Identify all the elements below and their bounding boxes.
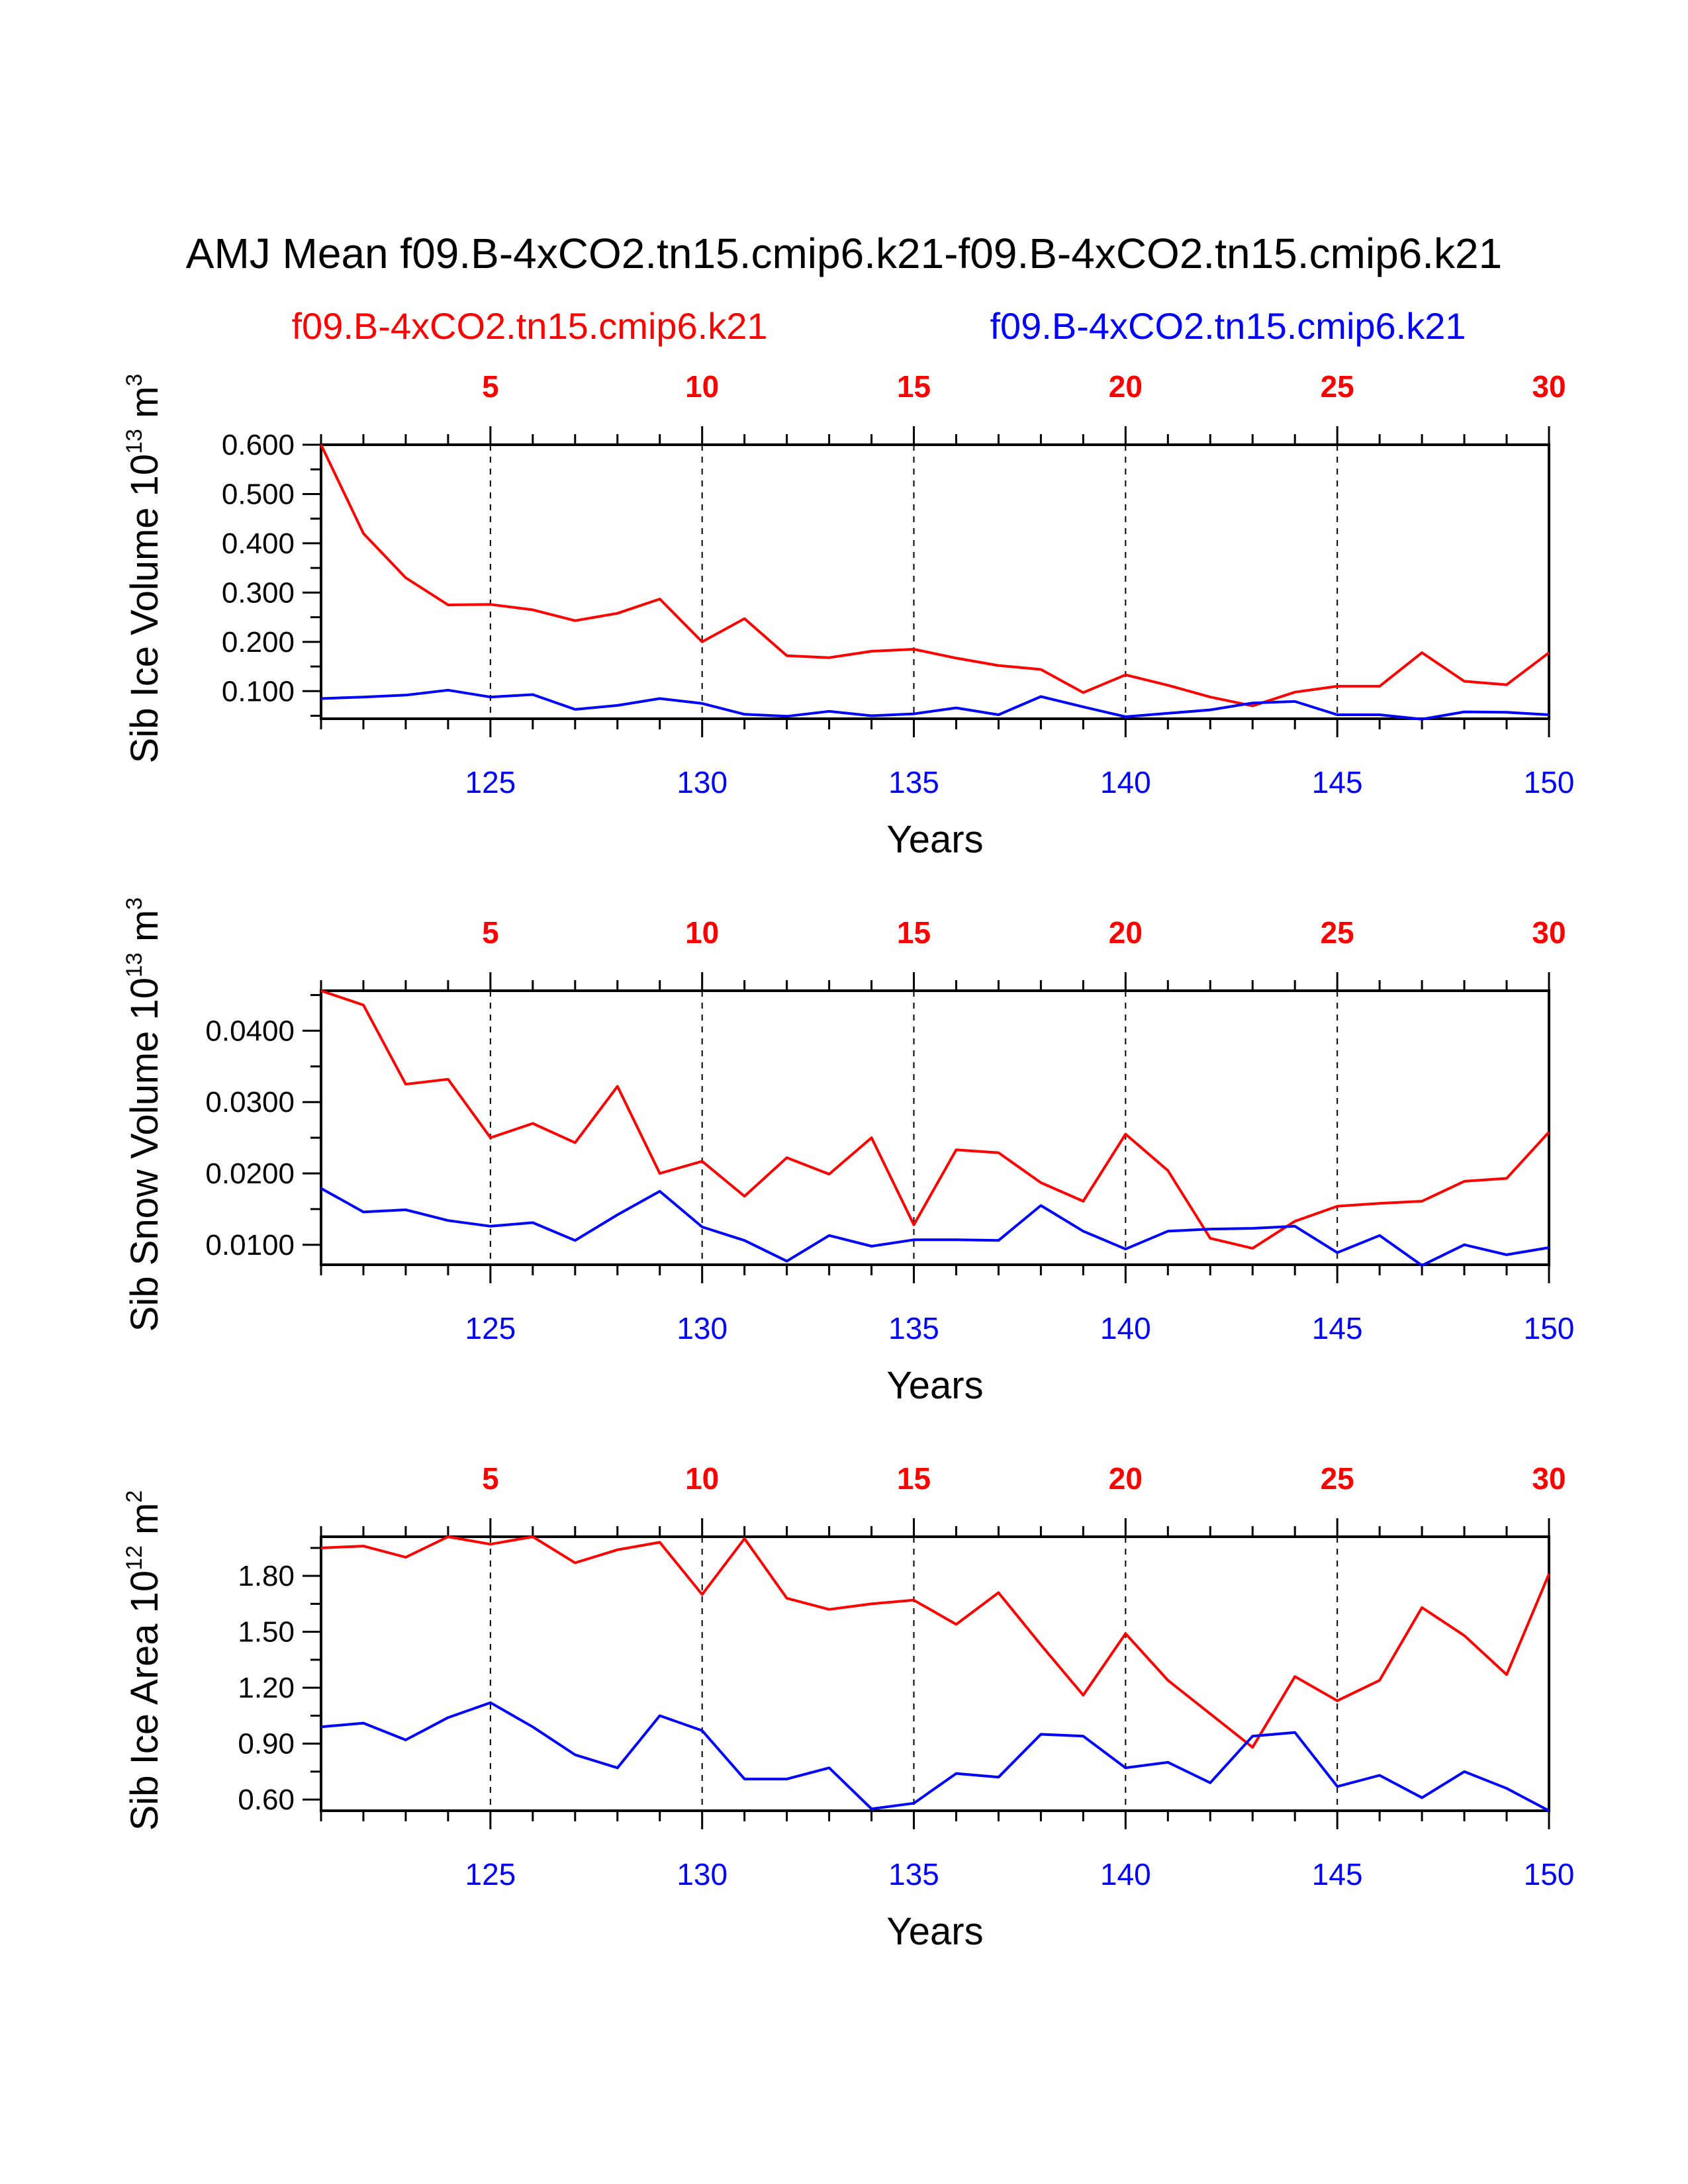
y-tick-label: 1.50 [238,1616,295,1649]
x-bottom-tick-label: 150 [1524,1857,1575,1891]
x-top-tick-label: 30 [1532,1461,1566,1496]
x-top-tick-label: 25 [1321,915,1354,950]
x-axis-label: Years [886,818,983,861]
x-bottom-tick-label: 145 [1312,1857,1363,1891]
x-top-tick-label: 15 [897,1461,931,1496]
x-top-tick-label: 15 [897,369,931,404]
y-tick-label: 0.0400 [205,1015,295,1047]
x-bottom-tick-label: 130 [677,1857,727,1891]
x-bottom-tick-label: 145 [1312,765,1363,799]
x-top-tick-label: 30 [1532,369,1566,404]
x-top-tick-label: 10 [685,369,719,404]
x-top-tick-label: 10 [685,915,719,950]
y-tick-label: 0.400 [222,527,295,560]
y-axis-label: Sib Snow Volume 1013 m3 [122,897,166,1332]
y-tick-label: 0.90 [238,1728,295,1760]
x-bottom-tick-label: 135 [888,765,939,799]
x-bottom-tick-label: 125 [465,1311,516,1345]
legend-series-b: f09.B-4xCO2.tn15.cmip6.k21 [990,305,1466,347]
plot-frame [320,989,1550,1266]
x-bottom-tick-label: 140 [1100,1311,1151,1345]
x-top-tick-label: 20 [1109,915,1143,950]
legend-series-a: f09.B-4xCO2.tn15.cmip6.k21 [291,305,767,347]
y-tick-label: 0.500 [222,478,295,510]
y-tick-label: 0.0200 [205,1158,295,1190]
x-top-tick-label: 20 [1109,1461,1143,1496]
y-tick-label: 1.80 [238,1560,295,1592]
series-line-red [320,989,1550,1250]
y-axis-label: Sib Ice Area 1012 m2 [122,1490,166,1831]
x-bottom-tick-label: 135 [888,1857,939,1891]
x-top-tick-label: 5 [482,369,499,404]
x-top-tick-label: 15 [897,915,931,950]
x-top-tick-label: 30 [1532,915,1566,950]
series-line-red [320,444,1550,707]
series-line-blue [320,1187,1550,1267]
y-tick-label: 1.20 [238,1672,295,1704]
x-top-tick-label: 20 [1109,369,1143,404]
series-line-blue [320,688,1550,721]
panel-3: 0.60 0.90 1.20 1.50 1.80 5 10 15 20 25 30 125 130 135… [122,1461,1574,1953]
y-tick-label: 0.200 [222,626,295,659]
x-bottom-tick-label: 125 [465,765,516,799]
chart-panels: 0.100 0.200 0.300 0.400 0.500 0.600 5 10 15 20 25 3… [122,369,1574,1953]
y-tick-label: 0.0300 [205,1086,295,1118]
panel-1: 0.100 0.200 0.300 0.400 0.500 0.600 5 10 15 20 25 3… [122,369,1574,861]
panel-2: 0.0100 0.0200 0.0300 0.0400 5 10 15 20 25 30 125 13… [122,897,1574,1407]
series-line-red [320,1535,1550,1749]
x-top-tick-label: 5 [482,915,499,950]
y-tick-label: 0.100 [222,675,295,707]
x-bottom-tick-label: 140 [1100,1857,1151,1891]
x-top-tick-label: 25 [1321,369,1354,404]
chart-title: AMJ Mean f09.B-4xCO2.tn15.cmip6.k21-f09.… [186,230,1502,277]
x-bottom-tick-label: 140 [1100,765,1151,799]
y-tick-label: 0.300 [222,576,295,609]
x-bottom-tick-label: 145 [1312,1311,1363,1345]
x-top-tick-label: 5 [482,1461,499,1496]
y-tick-label: 0.600 [222,429,295,461]
y-tick-label: 0.0100 [205,1229,295,1261]
x-top-tick-label: 25 [1321,1461,1354,1496]
x-bottom-tick-label: 135 [888,1311,939,1345]
y-tick-label: 0.60 [238,1784,295,1816]
x-bottom-tick-label: 130 [677,1311,727,1345]
x-bottom-tick-label: 150 [1524,765,1575,799]
x-axis-label: Years [886,1364,983,1407]
x-bottom-tick-label: 125 [465,1857,516,1891]
x-axis-label: Years [886,1910,983,1953]
plot-frame [320,1535,1550,1812]
plot-frame [320,443,1550,720]
series-line-blue [320,1701,1550,1812]
x-bottom-tick-label: 150 [1524,1311,1575,1345]
x-bottom-tick-label: 130 [677,765,727,799]
y-axis-label: Sib Ice Volume 1013 m3 [122,374,166,764]
x-top-tick-label: 10 [685,1461,719,1496]
